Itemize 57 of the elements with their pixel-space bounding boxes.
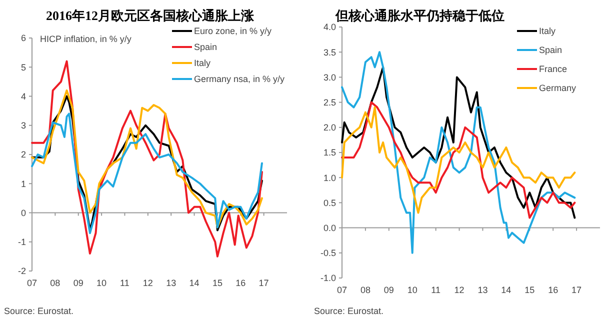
x-tick-label: 13 xyxy=(166,278,176,288)
x-tick-label: 17 xyxy=(572,285,582,295)
chart-title: 2016年12月欧元区各国核心通胀上涨 xyxy=(46,8,255,23)
y-tick-label: 2.0 xyxy=(323,122,336,133)
x-tick-label: 09 xyxy=(384,285,394,295)
x-tick-label: 16 xyxy=(548,285,558,295)
x-tick-label: 11 xyxy=(431,285,440,295)
x-tick-label: 14 xyxy=(501,285,512,295)
y-tick-label: -1.0 xyxy=(320,273,336,284)
legend-label: France xyxy=(539,64,568,74)
y-tick-label: 4 xyxy=(20,91,26,102)
y-tick-label: 2 xyxy=(20,150,26,160)
y-tick-label: 0.0 xyxy=(323,222,336,233)
y-tick-label: -1 xyxy=(18,237,26,248)
chart-title: 但核心通胀水平仍持稳于低位 xyxy=(334,8,504,23)
y-axis-title: HICP inflation, in % y/y xyxy=(40,34,132,44)
y-tick-label: 4.0 xyxy=(323,22,336,32)
x-tick-label: 15 xyxy=(212,278,222,288)
y-tick-label: -0.5 xyxy=(320,248,336,258)
y-tick-label: 3.0 xyxy=(323,72,336,82)
y-tick-label: 0.5 xyxy=(323,198,336,208)
line-series xyxy=(31,60,263,258)
x-tick-label: 15 xyxy=(524,285,535,295)
y-tick-label: 5 xyxy=(20,62,26,72)
x-tick-label: 13 xyxy=(478,285,488,295)
x-tick-label: 07 xyxy=(26,278,38,288)
x-tick-label: 12 xyxy=(142,278,153,288)
y-tick-label: 1 xyxy=(20,178,26,189)
x-tick-label: 11 xyxy=(120,278,130,288)
legend-label: Spain xyxy=(539,45,562,56)
y-tick-label: 2.5 xyxy=(323,97,336,108)
y-tick-label: 0 xyxy=(20,208,26,218)
legend-label: Spain xyxy=(194,42,218,52)
x-tick-label: 12 xyxy=(454,285,464,295)
x-tick-label: 16 xyxy=(236,278,246,288)
y-tick-label: 6 xyxy=(20,33,26,44)
legend-label: Euro zone, in % y/y xyxy=(194,26,272,36)
y-tick-label: 1.0 xyxy=(323,172,336,183)
legend-label: Germany nsa, in % y/y xyxy=(194,74,286,84)
legend-label: Germany xyxy=(539,83,577,94)
x-tick-label: 08 xyxy=(360,285,370,295)
x-tick-label: 07 xyxy=(336,285,348,295)
y-tick-label: 3.5 xyxy=(323,47,336,58)
x-tick-label: 10 xyxy=(407,285,418,295)
x-tick-label: 09 xyxy=(73,278,84,288)
x-tick-label: 14 xyxy=(189,278,200,288)
line-series xyxy=(341,66,576,219)
x-tick-label: 10 xyxy=(96,278,107,288)
y-tick-label: -2 xyxy=(18,266,26,276)
legend-label: Italy xyxy=(539,26,556,36)
y-tick-label: 3 xyxy=(20,120,26,131)
source-note: Source: Eurostat. xyxy=(314,306,384,316)
x-tick-label: 08 xyxy=(50,278,60,288)
legend-label: Italy xyxy=(194,58,212,68)
y-tick-label: 1.5 xyxy=(323,148,336,158)
source-note: Source: Eurostat. xyxy=(4,306,74,316)
x-tick-label: 17 xyxy=(258,278,269,288)
